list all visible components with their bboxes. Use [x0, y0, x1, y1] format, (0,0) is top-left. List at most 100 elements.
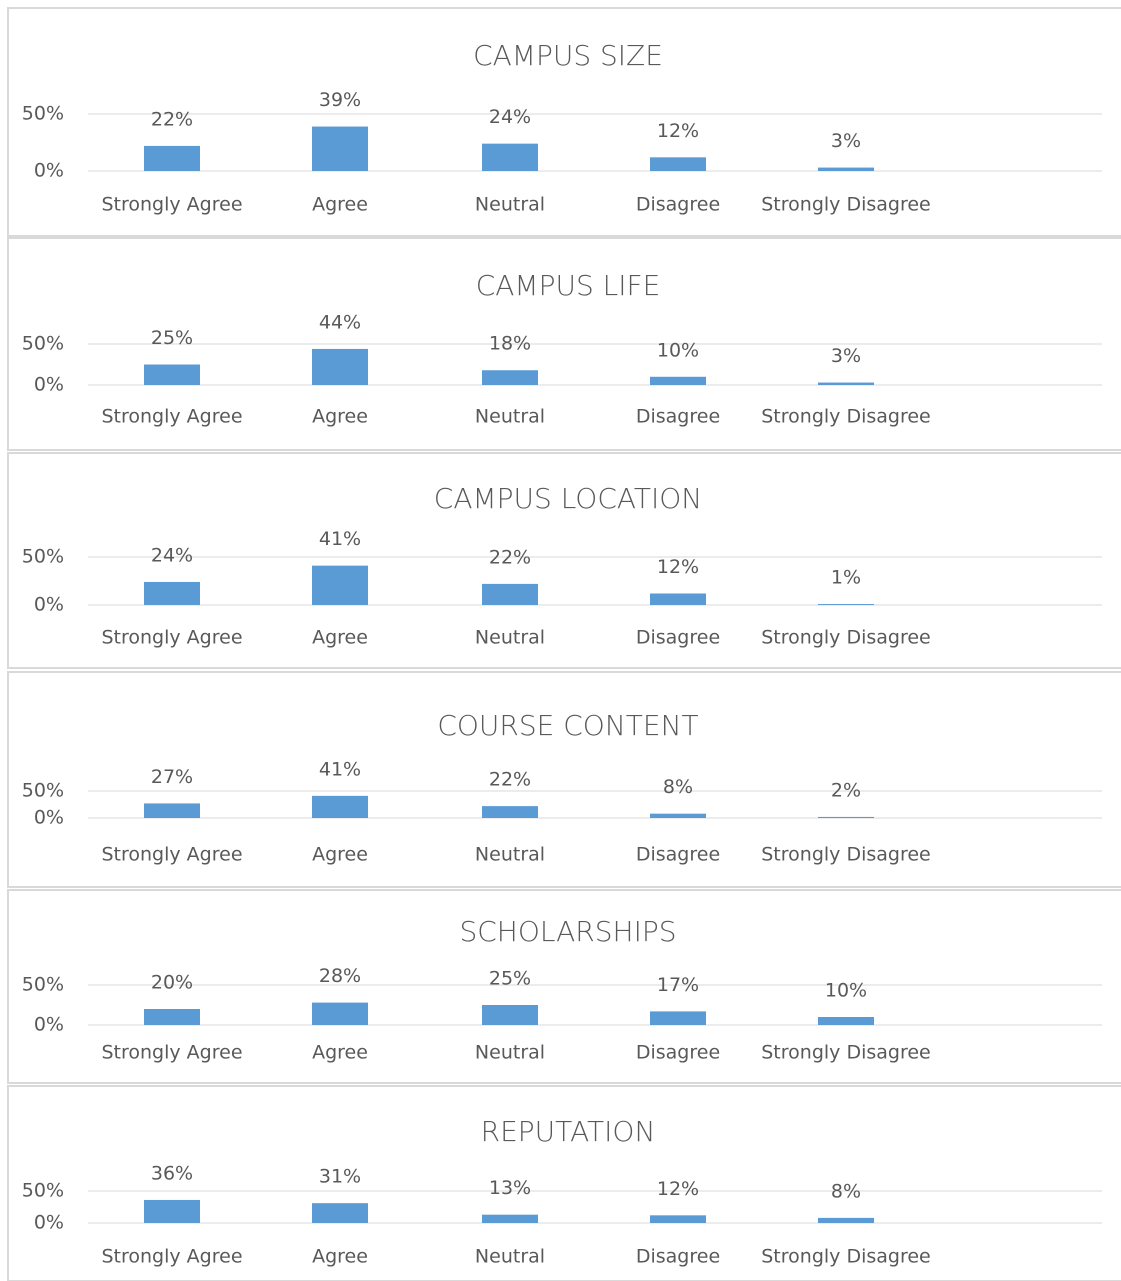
data-label: 36% — [151, 1162, 193, 1184]
bar — [482, 1005, 538, 1025]
x-tick-label: Neutral — [475, 844, 545, 866]
x-tick-label: Disagree — [636, 1042, 720, 1064]
x-tick-label: Strongly Disagree — [761, 844, 930, 866]
x-tick-label: Disagree — [636, 1246, 720, 1268]
x-tick-label: Agree — [312, 1042, 368, 1064]
y-tick-label: 0% — [34, 374, 64, 396]
data-label: 24% — [489, 106, 531, 128]
x-tick-label: Neutral — [475, 627, 545, 649]
y-tick-label: 0% — [34, 594, 64, 616]
x-tick-label: Agree — [312, 194, 368, 216]
x-tick-label: Strongly Agree — [101, 194, 242, 216]
bar — [312, 348, 368, 385]
x-tick-label: Neutral — [475, 194, 545, 216]
data-label: 3% — [831, 345, 861, 367]
y-tick-label: 0% — [34, 1014, 64, 1036]
bar — [818, 1017, 874, 1025]
data-label: 41% — [319, 758, 361, 780]
x-tick-label: Agree — [312, 627, 368, 649]
bar — [312, 795, 368, 818]
chart-title: CAMPUS LIFE — [476, 269, 661, 302]
y-tick-label: 50% — [22, 546, 64, 568]
data-label: 12% — [657, 120, 699, 142]
bar — [144, 1199, 200, 1223]
data-label: 25% — [489, 968, 531, 990]
data-label: 20% — [151, 972, 193, 994]
panel — [7, 889, 1121, 1084]
bar — [482, 1214, 538, 1223]
bar — [650, 376, 706, 385]
chart-title: COURSE CONTENT — [437, 709, 698, 742]
data-label: 12% — [657, 1178, 699, 1200]
x-tick-label: Strongly Agree — [101, 627, 242, 649]
x-tick-label: Strongly Disagree — [761, 194, 930, 216]
bar — [144, 581, 200, 605]
data-label: 22% — [151, 108, 193, 130]
x-tick-label: Strongly Agree — [101, 1042, 242, 1064]
data-label: 28% — [319, 965, 361, 987]
x-tick-label: Strongly Agree — [101, 844, 242, 866]
data-label: 24% — [151, 544, 193, 566]
bar — [144, 145, 200, 171]
y-tick-label: 0% — [34, 160, 64, 182]
bar — [144, 1009, 200, 1025]
x-tick-label: Strongly Disagree — [761, 1246, 930, 1268]
chart-title: CAMPUS LOCATION — [434, 482, 702, 515]
x-tick-label: Disagree — [636, 194, 720, 216]
data-label: 10% — [657, 339, 699, 361]
bar — [312, 1002, 368, 1025]
data-label: 25% — [151, 327, 193, 349]
bar — [650, 1011, 706, 1025]
bar — [650, 157, 706, 171]
x-tick-label: Neutral — [475, 1042, 545, 1064]
panel — [7, 1085, 1121, 1281]
data-label: 8% — [831, 1180, 861, 1202]
bar — [144, 803, 200, 818]
bar — [650, 1215, 706, 1223]
bar — [312, 565, 368, 605]
bar — [482, 583, 538, 605]
chart-title: SCHOLARSHIPS — [459, 915, 676, 948]
panel — [7, 452, 1121, 669]
data-label: 10% — [825, 980, 867, 1002]
bar — [312, 126, 368, 171]
x-tick-label: Strongly Agree — [101, 406, 242, 428]
data-label: 3% — [831, 130, 861, 152]
data-label: 22% — [489, 769, 531, 791]
x-tick-label: Neutral — [475, 1246, 545, 1268]
bar — [482, 370, 538, 385]
panel — [7, 7, 1121, 237]
data-label: 27% — [151, 766, 193, 788]
x-tick-label: Agree — [312, 844, 368, 866]
bar — [818, 382, 874, 385]
x-tick-label: Strongly Agree — [101, 1246, 242, 1268]
x-tick-label: Strongly Disagree — [761, 627, 930, 649]
x-tick-label: Disagree — [636, 406, 720, 428]
chart-title: REPUTATION — [481, 1115, 656, 1148]
data-label: 12% — [657, 556, 699, 578]
x-tick-label: Neutral — [475, 406, 545, 428]
y-tick-label: 0% — [34, 1212, 64, 1234]
data-label: 31% — [319, 1166, 361, 1188]
bar — [144, 364, 200, 385]
data-label: 8% — [663, 776, 693, 798]
data-label: 44% — [319, 311, 361, 333]
bar — [818, 167, 874, 171]
y-tick-label: 50% — [22, 1180, 64, 1202]
data-label: 2% — [831, 779, 861, 801]
panel — [7, 671, 1121, 888]
x-tick-label: Disagree — [636, 844, 720, 866]
x-tick-label: Strongly Disagree — [761, 1042, 930, 1064]
bar — [818, 816, 874, 818]
x-tick-label: Strongly Disagree — [761, 406, 930, 428]
data-label: 17% — [657, 974, 699, 996]
bar — [818, 1217, 874, 1223]
y-tick-label: 50% — [22, 974, 64, 996]
bar — [650, 593, 706, 605]
data-label: 39% — [319, 89, 361, 111]
data-label: 1% — [831, 567, 861, 589]
bar — [650, 813, 706, 818]
bar — [312, 1203, 368, 1223]
bar — [818, 604, 874, 605]
data-label: 18% — [489, 333, 531, 355]
